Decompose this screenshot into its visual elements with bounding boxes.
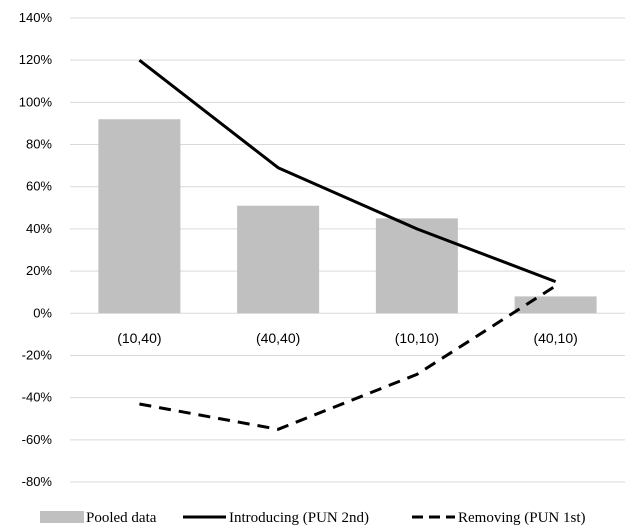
- bar: [98, 119, 181, 314]
- bar: [375, 218, 458, 314]
- category-labels: (10,40) (40,40) (10,10) (40,10): [117, 330, 578, 346]
- line-series: [138, 59, 557, 431]
- legend-label: Introducing (PUN 2nd): [229, 510, 369, 526]
- category-label: (10,10): [395, 330, 439, 346]
- legend-label: Removing (PUN 1st): [458, 510, 586, 526]
- legend-swatch-bar: [40, 511, 84, 523]
- y-tick-label: 100%: [19, 94, 53, 109]
- legend-label: Pooled data: [86, 510, 157, 526]
- category-label: (10,40): [117, 330, 161, 346]
- y-tick-label: -20%: [22, 347, 53, 362]
- y-axis-ticks: 140% 120% 100% 80% 60% 40% 20% 0% -20% -40% -60% -8…: [19, 10, 53, 489]
- y-tick-label: 0%: [33, 305, 52, 320]
- y-tick-label: 140%: [19, 10, 53, 25]
- category-label: (40,10): [533, 330, 577, 346]
- y-tick-label: -60%: [22, 432, 53, 447]
- y-tick-label: 60%: [26, 179, 52, 194]
- bar-series: [98, 119, 597, 314]
- line-introducing: [138, 59, 557, 284]
- y-tick-label: -80%: [22, 474, 53, 489]
- y-tick-label: 120%: [19, 52, 53, 67]
- y-tick-label: 80%: [26, 137, 52, 152]
- y-tick-label: 20%: [26, 263, 52, 278]
- category-label: (40,40): [256, 330, 300, 346]
- legend: Pooled data Introducing (PUN 2nd) Removing…: [40, 510, 586, 526]
- line-removing: [139, 284, 557, 431]
- y-tick-label: -40%: [22, 390, 53, 405]
- bar: [237, 205, 320, 314]
- y-tick-label: 40%: [26, 221, 52, 236]
